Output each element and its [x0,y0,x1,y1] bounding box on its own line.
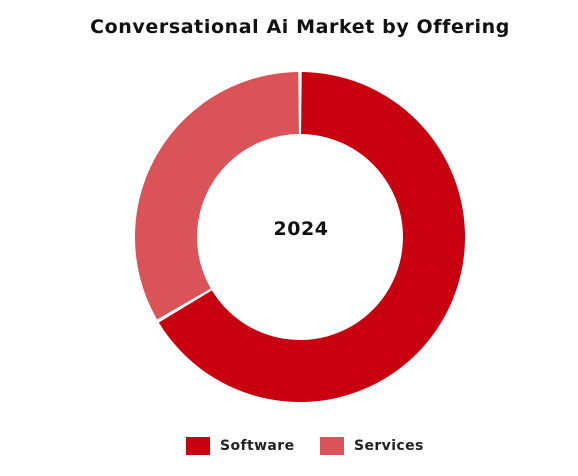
chart-title: Conversational Ai Market by Offering [90,16,510,38]
donut-slice-software [158,72,465,403]
legend-swatch-services [320,437,344,455]
donut-slice-services [135,72,299,320]
chart-legend: Software Services [0,434,578,458]
legend-item-software: Software [186,434,294,458]
legend-swatch-software [186,437,210,455]
donut-center-label: 2024 [273,218,329,240]
legend-item-services: Services [320,434,424,458]
legend-label-software: Software [220,438,295,454]
legend-label-services: Services [354,438,424,454]
